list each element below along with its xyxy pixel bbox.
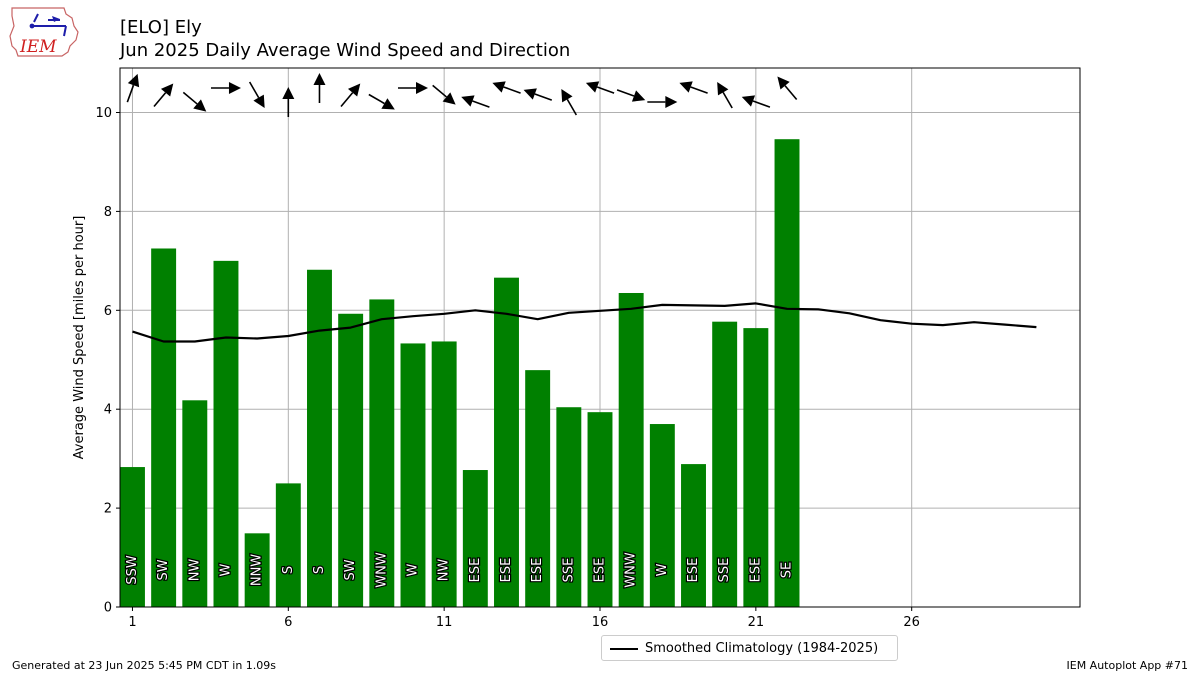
- bar-day-17: [618, 292, 644, 607]
- bars-layer: [120, 139, 800, 607]
- bar-day-4: [213, 260, 239, 607]
- wind-arrow-day-4: [210, 82, 241, 94]
- wind-arrow-day-19: [679, 81, 708, 94]
- bar-day-22: [774, 139, 800, 607]
- bar-day-12: [462, 470, 488, 607]
- direction-label-day-20: SSE: [717, 558, 732, 583]
- wind-arrow-day-15: [561, 89, 578, 116]
- direction-label-day-4: W: [218, 563, 233, 576]
- direction-label-day-8: SW: [343, 559, 358, 580]
- bar-day-21: [743, 328, 769, 607]
- bar-day-18: [649, 424, 675, 607]
- wind-arrow-day-11: [432, 84, 456, 105]
- x-tick-label: 6: [284, 615, 292, 630]
- wind-arrow-day-7: [313, 73, 326, 103]
- x-tick-label: 26: [903, 615, 920, 630]
- y-tick-label: 10: [95, 106, 112, 121]
- x-tick-label: 16: [592, 615, 609, 630]
- bar-day-5: [244, 533, 270, 607]
- wind-arrow-day-3: [182, 91, 207, 112]
- direction-label-day-7: S: [312, 566, 327, 574]
- wind-arrow-day-18: [647, 96, 678, 108]
- direction-label-day-10: W: [405, 563, 420, 576]
- bar-day-20: [712, 321, 738, 607]
- direction-label-day-1: SSW: [125, 555, 140, 585]
- wind-arrow-day-13: [492, 81, 521, 94]
- direction-label-day-11: NW: [437, 559, 452, 582]
- bar-day-3: [182, 400, 208, 607]
- bar-day-8: [338, 313, 364, 607]
- bar-day-16: [587, 412, 613, 607]
- direction-label-day-18: W: [655, 563, 670, 576]
- bar-day-10: [400, 343, 426, 607]
- direction-label-day-6: S: [281, 566, 296, 574]
- wind-arrow-day-9: [368, 93, 395, 110]
- wind-arrow-day-2: [153, 83, 174, 108]
- wind-arrow-day-16: [585, 81, 615, 94]
- direction-label-day-9: WNW: [374, 552, 389, 588]
- wind-arrow-day-10: [397, 82, 428, 94]
- wind-arrow-day-14: [523, 88, 553, 101]
- y-axis-label: Average Wind Speed [miles per hour]: [72, 216, 87, 460]
- wind-arrow-day-22: [777, 76, 798, 101]
- logo-text: IEM: [19, 37, 57, 57]
- direction-label-day-5: NNW: [250, 554, 265, 586]
- legend-line-swatch: [610, 648, 638, 650]
- wind-arrow-day-17: [616, 89, 646, 102]
- wind-arrow-day-8: [340, 83, 361, 108]
- wind-arrow-day-1: [126, 73, 140, 103]
- direction-label-day-17: WNW: [624, 552, 639, 588]
- bar-day-1: [120, 467, 145, 607]
- bar-day-13: [494, 277, 519, 607]
- wind-arrow-day-5: [248, 81, 265, 108]
- chart-title: Jun 2025 Daily Average Wind Speed and Di…: [120, 40, 571, 61]
- bar-day-6: [275, 483, 301, 607]
- y-tick-label: 0: [104, 601, 112, 616]
- direction-label-day-15: SSE: [561, 558, 576, 583]
- y-tick-label: 8: [104, 205, 112, 220]
- direction-label-day-3: NW: [187, 559, 202, 582]
- y-tick-label: 2: [104, 502, 112, 517]
- direction-label-day-12: ESE: [468, 558, 483, 583]
- bar-day-14: [525, 370, 551, 607]
- app-credit: IEM Autoplot App #71: [1066, 659, 1189, 672]
- direction-labels-layer: SSW SW NW W NNW S S SW WNW W NW ESE ESE ESE SSE ESE WNW W…: [124, 551, 796, 589]
- x-tick-label: 21: [748, 615, 765, 630]
- x-tick-label: 11: [436, 615, 453, 630]
- bar-day-11: [431, 341, 457, 607]
- direction-label-day-13: ESE: [499, 558, 514, 583]
- direction-label-day-16: ESE: [593, 558, 608, 583]
- direction-label-day-21: ESE: [748, 558, 763, 583]
- wind-arrow-day-12: [461, 95, 490, 108]
- direction-label-day-2: SW: [156, 559, 171, 580]
- legend-label: Smoothed Climatology (1984-2025): [645, 641, 879, 656]
- direction-label-day-19: ESE: [686, 558, 701, 583]
- x-tick-label: 1: [128, 615, 136, 630]
- legend: Smoothed Climatology (1984-2025): [601, 635, 898, 661]
- y-tick-label: 4: [104, 403, 112, 418]
- y-tick-label: 6: [104, 304, 112, 319]
- wind-arrow-day-6: [282, 87, 295, 117]
- chart-title-station: [ELO] Ely: [120, 17, 202, 38]
- wind-arrows-layer: [126, 73, 798, 117]
- direction-label-day-14: ESE: [530, 558, 545, 583]
- bar-day-15: [556, 407, 582, 607]
- wind-arrow-day-21: [741, 95, 771, 108]
- climatology-line: [132, 302, 1037, 343]
- bar-day-9: [369, 299, 395, 607]
- iem-logo: IEM: [9, 7, 79, 57]
- wind-arrow-day-20: [717, 82, 733, 109]
- plot-frame: [119, 67, 1081, 608]
- direction-label-day-22: SE: [780, 562, 795, 578]
- bar-day-2: [151, 248, 177, 607]
- generated-timestamp: Generated at 23 Jun 2025 5:45 PM CDT in …: [12, 659, 277, 672]
- bar-day-7: [307, 269, 332, 607]
- bar-day-19: [681, 464, 706, 607]
- climatology-layer: [132, 302, 1037, 343]
